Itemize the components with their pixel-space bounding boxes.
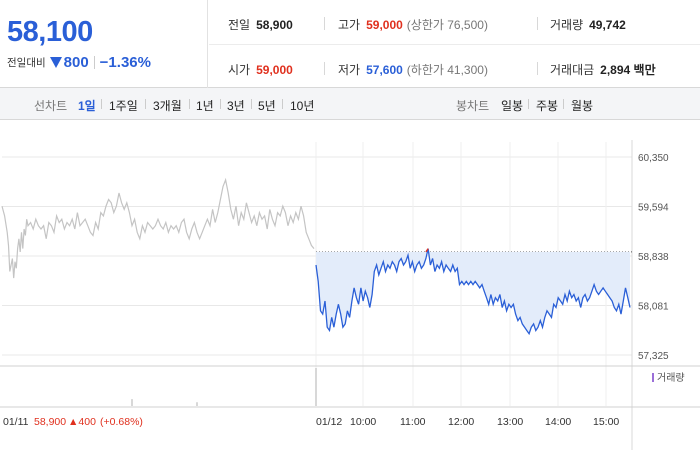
tab-divider xyxy=(251,99,252,109)
chart-labels: 60,350 59,594 58,838 58,081 57,325 거래량 01/12 10… xyxy=(3,153,685,428)
period-tab[interactable]: 3개월 xyxy=(153,99,182,113)
x-tick-label: 15:00 xyxy=(593,416,619,428)
tab-divider xyxy=(145,99,146,109)
tab-divider xyxy=(528,99,529,109)
change-divider xyxy=(93,56,95,69)
stat-value: 49,742 xyxy=(589,18,626,32)
upper-limit: (상한가 76,500) xyxy=(406,18,488,32)
x-tick-label: 13:00 xyxy=(497,416,523,428)
down-triangle-icon xyxy=(49,57,62,68)
tab-divider xyxy=(101,99,102,109)
chart-toolbar: 선차트 1일 1주일 3개월 1년 3년 5년 10년 봉차트 일봉 주봉 월봉 xyxy=(0,88,700,120)
stat-divider xyxy=(324,17,325,30)
stat-value: 57,600 xyxy=(366,63,403,77)
prev-day-change: ▲400 xyxy=(68,416,96,428)
stat-label: 시가 xyxy=(228,63,251,77)
stat-volume: 거래량 49,742 xyxy=(550,16,626,33)
y-tick-label: 58,081 xyxy=(638,302,669,313)
candle-period-tab[interactable]: 일봉 xyxy=(501,99,524,113)
stat-label: 고가 xyxy=(338,18,361,32)
prev-day-change-pct: (+0.68%) xyxy=(100,416,143,428)
change-amount: 800 xyxy=(63,54,89,71)
stat-low: 저가 57,600 (하한가 41,300) xyxy=(338,61,488,78)
y-tick-label: 58,838 xyxy=(638,252,669,263)
x-tick-label: 12:00 xyxy=(448,416,474,428)
x-tick-label: 14:00 xyxy=(545,416,571,428)
stat-value: 2,894 백만 xyxy=(600,63,656,77)
prev-day-date: 01/11 xyxy=(3,416,29,428)
chart-plot xyxy=(1,177,632,406)
stat-divider xyxy=(537,17,538,30)
y-tick-label: 59,594 xyxy=(638,203,669,214)
price-change: 전일대비 800 −1.36% xyxy=(7,54,151,71)
price-box: 58,100 전일대비 800 −1.36% xyxy=(0,0,208,88)
period-tab[interactable]: 1일 xyxy=(78,99,96,113)
stat-label: 저가 xyxy=(338,63,361,77)
volume-legend-label: 거래량 xyxy=(657,372,685,384)
stat-high: 고가 59,000 (상한가 76,500) xyxy=(338,16,488,33)
stat-turnover: 거래대금 2,894 백만 xyxy=(550,61,656,78)
tab-divider xyxy=(189,99,190,109)
chart-grid xyxy=(0,140,700,450)
stat-label: 거래대금 xyxy=(550,63,595,77)
tab-divider xyxy=(282,99,283,109)
tab-divider xyxy=(563,99,564,109)
stat-divider xyxy=(537,62,538,75)
period-tab[interactable]: 3년 xyxy=(227,99,245,113)
tab-divider xyxy=(220,99,221,109)
stat-value: 58,900 xyxy=(256,18,293,32)
period-tab[interactable]: 5년 xyxy=(258,99,276,113)
today-line xyxy=(315,248,631,336)
x-tick-label: 01/12 xyxy=(316,416,342,428)
line-chart-label: 선차트 xyxy=(34,99,68,113)
stat-value: 59,000 xyxy=(366,18,403,32)
period-tab[interactable]: 10년 xyxy=(290,99,315,113)
x-tick-label: 11:00 xyxy=(400,416,426,428)
price-chart: 60,350 59,594 58,838 58,081 57,325 거래량 01/12 10… xyxy=(0,140,700,450)
prev-day-close: 58,900 xyxy=(34,416,66,428)
change-percent: −1.36% xyxy=(99,54,151,71)
x-tick-label: 10:00 xyxy=(350,416,376,428)
stat-label: 거래량 xyxy=(550,18,584,32)
candle-chart-label: 봉차트 xyxy=(456,99,490,113)
volume-legend-swatch xyxy=(652,373,654,382)
quote-header: 58,100 전일대비 800 −1.36% 전일 58,900 고가 59,000… xyxy=(0,0,700,88)
period-tab[interactable]: 1주일 xyxy=(109,99,138,113)
stat-divider xyxy=(324,62,325,75)
today-area-fill xyxy=(316,248,630,334)
stat-prev-close: 전일 58,900 xyxy=(228,16,293,33)
current-price: 58,100 xyxy=(7,16,93,48)
change-label: 전일대비 xyxy=(7,57,46,69)
above-reference-segment xyxy=(425,248,429,253)
stat-value: 59,000 xyxy=(256,63,293,77)
stat-label: 전일 xyxy=(228,18,251,32)
candle-period-tab[interactable]: 주봉 xyxy=(536,99,559,113)
lower-limit: (하한가 41,300) xyxy=(406,63,488,77)
prev-day-line xyxy=(1,177,315,279)
stats-row-divider xyxy=(209,44,700,45)
period-tab[interactable]: 1년 xyxy=(196,99,214,113)
y-tick-label: 57,325 xyxy=(638,351,669,362)
y-tick-label: 60,350 xyxy=(638,153,669,164)
stat-open: 시가 59,000 xyxy=(228,61,293,78)
candle-period-tab[interactable]: 월봉 xyxy=(571,99,594,113)
